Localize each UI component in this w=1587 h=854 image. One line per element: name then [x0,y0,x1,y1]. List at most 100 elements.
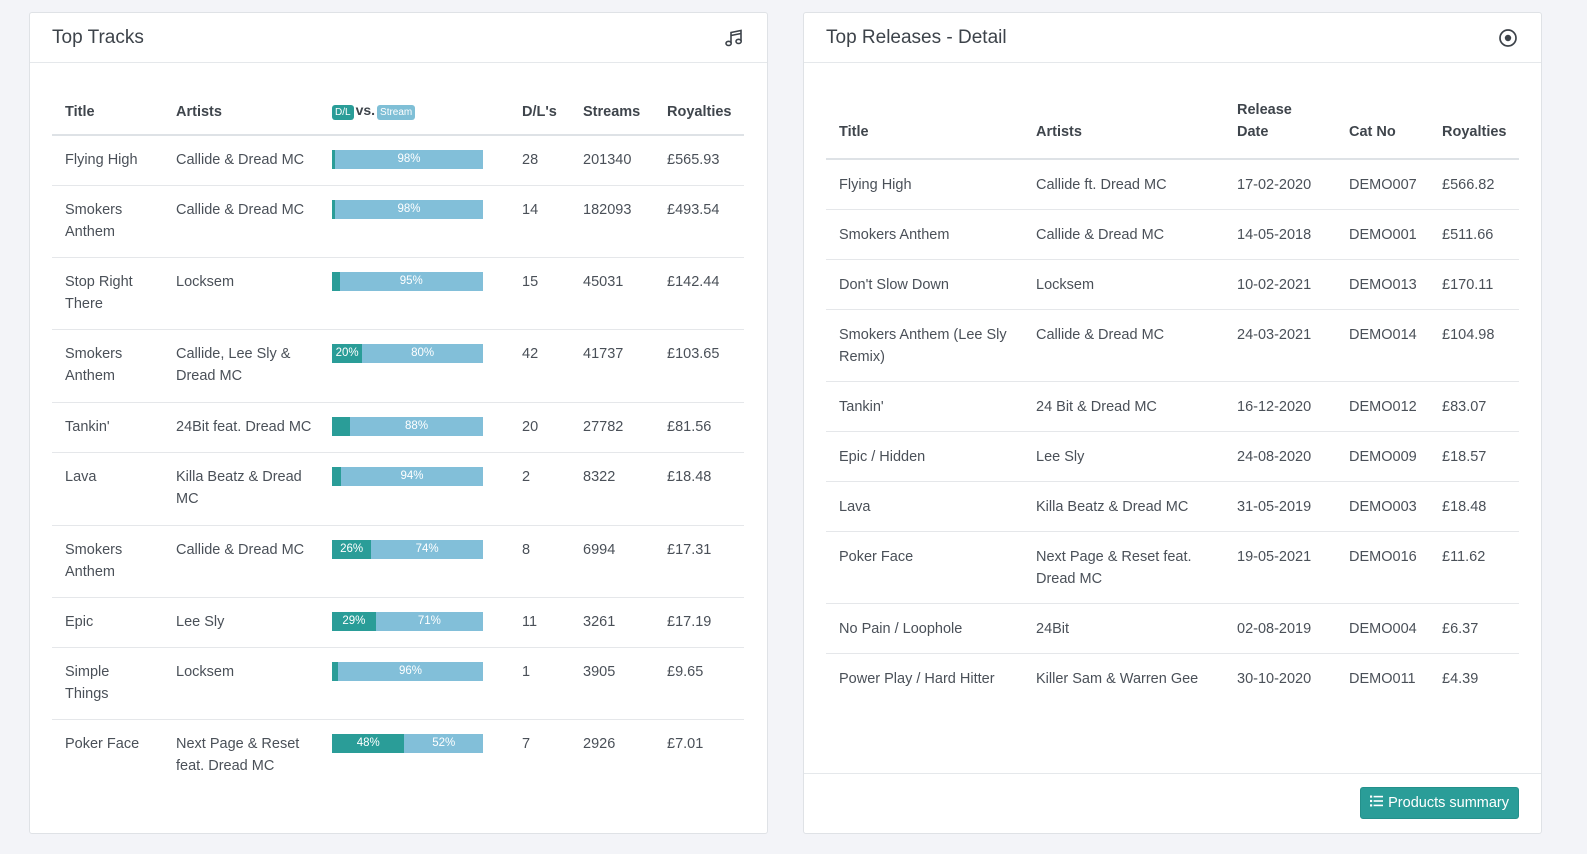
stream-segment: 71% [375,611,483,631]
track-royalties: £142.44 [667,273,720,290]
track-artists: Callide & Dread MC [176,541,305,558]
track-artists: Next Page & Reset feat. Dread MC [176,735,300,774]
dl-segment: 29% [332,611,376,631]
table-header-row: Title Artists D/L vs. Stream D/L's Streams… [52,99,744,135]
track-dls: 15 [522,273,539,290]
top-releases-table: Title Artists Release Date Cat No Royalt… [826,99,1519,704]
release-royalties: £18.48 [1442,499,1487,515]
stream-segment: 52% [404,733,483,753]
release-cat-no: DEMO004 [1349,621,1417,637]
table-row[interactable]: Smokers Anthem Callide & Dread MC 98% 14 182… [52,185,744,257]
col-header-release-date[interactable]: Release Date [1237,102,1292,140]
release-cat-no: DEMO007 [1349,177,1417,193]
track-streams: 3261 [583,613,616,630]
track-streams: 8322 [583,468,616,485]
table-row[interactable]: Epic / Hidden Lee Sly 24-08-2020 DEMO009 £18… [826,431,1519,482]
track-title: Smokers Anthem [65,345,123,384]
track-artists: Callide, Lee Sly & Dread MC [176,345,291,384]
top-releases-card: Top Releases - Detail Title Artists Rele… [803,12,1542,834]
table-row[interactable]: Flying High Callide ft. Dread MC 17-02-202… [826,159,1519,210]
stream-segment: 98% [335,150,483,169]
release-title: No Pain / Loophole [839,621,963,637]
release-artists: Killer Sam & Warren Gee [1036,671,1199,687]
track-royalties: £17.19 [667,613,712,630]
release-royalties: £170.11 [1442,277,1494,293]
dl-vs-stream-bar: 26% 74% [332,539,483,559]
table-row[interactable]: Flying High Callide & Dread MC 98% 28 201340… [52,135,744,185]
dl-segment: 20% [332,343,363,363]
table-row[interactable]: Simple Things Locksem 96% 1 3905 £9.65 [52,647,744,719]
stream-segment: 96% [338,661,483,681]
track-dls: 20 [522,418,539,435]
release-date: 02-08-2019 [1237,621,1312,637]
table-row[interactable]: Stop Right There Locksem 95% 15 45031 £142.44 [52,257,744,329]
track-title: Tankin' [65,418,110,435]
dl-segment [332,199,336,219]
col-header-royalties[interactable]: Royalties [1442,124,1507,140]
track-artists: Locksem [176,663,235,680]
col-header-dls[interactable]: D/L's [522,104,557,120]
col-header-title[interactable]: Title [839,124,869,140]
top-releases-footer: Products summary [804,773,1541,833]
col-header-artists[interactable]: Artists [1036,124,1082,140]
stream-segment: 94% [341,466,483,486]
release-royalties: £4.39 [1442,671,1479,687]
table-row[interactable]: Smokers Anthem Callide & Dread MC 26% 74% 8 6… [52,525,744,597]
col-header-cat-no[interactable]: Cat No [1349,124,1396,140]
table-row[interactable]: Smokers Anthem Callide, Lee Sly & Dread M… [52,329,744,402]
table-row[interactable]: Lava Killa Beatz & Dread MC 31-05-2019 DEMO… [826,481,1519,532]
release-title: Poker Face [839,549,914,565]
col-header-artists[interactable]: Artists [176,104,222,120]
table-row[interactable]: Power Play / Hard Hitter Killer Sam & War… [826,653,1519,704]
table-row[interactable]: Don't Slow Down Locksem 10-02-2021 DEMO013 £… [826,259,1519,310]
track-dls: 42 [522,345,539,362]
track-royalties: £565.93 [667,152,720,168]
table-row[interactable]: No Pain / Loophole 24Bit 02-08-2019 DEMO004… [826,603,1519,654]
track-streams: 45031 [583,273,624,290]
stream-segment: 98% [335,199,483,219]
dl-vs-stream-bar: 88% [332,416,483,436]
table-row[interactable]: Smokers Anthem Callide & Dread MC 14-05-20… [826,209,1519,260]
products-summary-label: Products summary [1388,795,1509,811]
col-header-dl-vs-stream: D/L vs. Stream [332,99,495,135]
products-summary-button[interactable]: Products summary [1360,787,1519,819]
track-title: Lava [65,468,97,485]
dl-segment: 48% [332,733,405,753]
release-artists: 24 Bit & Dread MC [1036,399,1157,415]
table-row[interactable]: Smokers Anthem (Lee Sly Remix) Callide & … [826,309,1519,382]
track-artists: Locksem [176,273,235,290]
release-cat-no: DEMO013 [1349,277,1417,293]
track-royalties: £9.65 [667,663,704,680]
table-row[interactable]: Lava Killa Beatz & Dread MC 94% 2 8322 £18.48 [52,452,744,525]
table-header-row: Title Artists Release Date Cat No Royalt… [826,99,1519,159]
dl-vs-stream-cell: 98% [332,135,495,185]
track-title: Stop Right There [65,273,133,312]
track-title: Epic [65,613,94,630]
music-note-icon [723,27,745,49]
table-row[interactable]: Tankin' 24Bit feat. Dread MC 88% 20 27782 £81… [52,402,744,452]
dl-vs-stream-cell: 29% 71% [332,597,495,647]
table-row[interactable]: Poker Face Next Page & Reset feat. Dread … [826,531,1519,604]
col-header-streams[interactable]: Streams [583,104,641,120]
table-row[interactable]: Poker Face Next Page & Reset feat. Dread … [52,719,744,791]
table-row[interactable]: Tankin' 24 Bit & Dread MC 16-12-2020 DEMO01… [826,381,1519,432]
track-title: Simple Things [65,663,110,702]
track-dls: 28 [522,152,539,168]
top-releases-title: Top Releases - Detail [826,26,1007,48]
release-royalties: £18.57 [1442,449,1487,465]
track-artists: Lee Sly [176,613,225,630]
col-header-royalties[interactable]: Royalties [667,104,732,120]
table-row[interactable]: Epic Lee Sly 29% 71% 11 3261 £17.19 [52,597,744,647]
release-date: 19-05-2021 [1237,549,1312,565]
top-tracks-header: Top Tracks [30,13,767,63]
col-header-title[interactable]: Title [65,104,95,120]
dl-vs-stream-cell: 96% [332,647,495,719]
top-releases-header: Top Releases - Detail [804,13,1541,63]
release-date: 31-05-2019 [1237,499,1312,515]
dl-vs-stream-bar: 98% [332,199,483,219]
release-title: Power Play / Hard Hitter [839,671,995,687]
track-artists: 24Bit feat. Dread MC [176,418,312,435]
track-streams: 27782 [583,418,624,435]
track-title: Poker Face [65,735,140,752]
track-dls: 1 [522,663,531,680]
